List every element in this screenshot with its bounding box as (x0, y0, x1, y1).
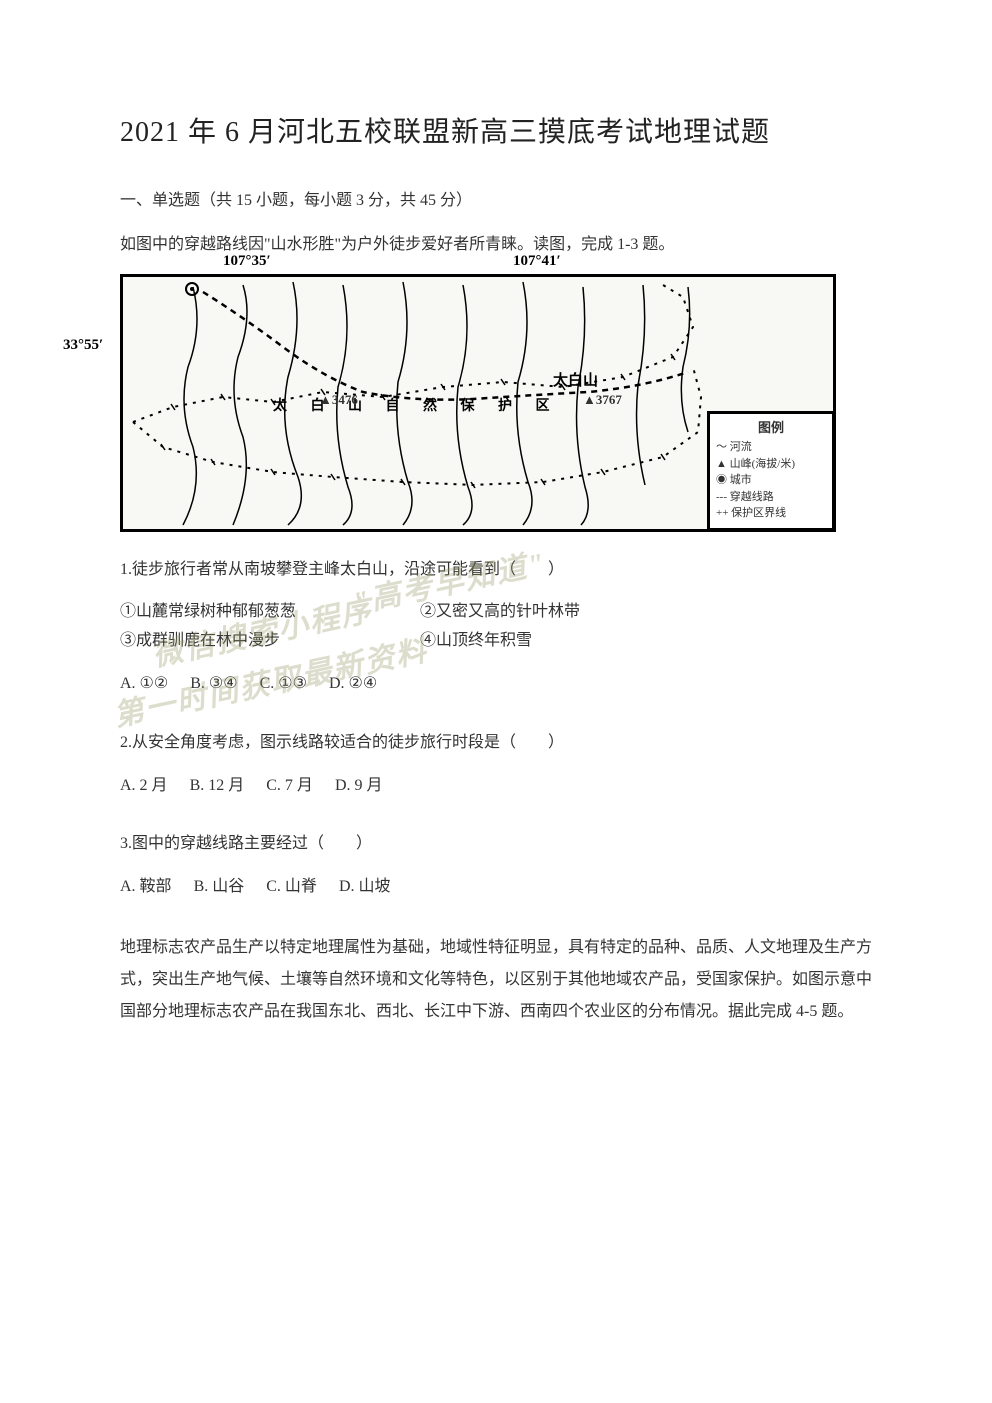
legend-item: --- 穿越线路 (716, 489, 826, 506)
q2-answer-d: D. 9 月 (335, 777, 383, 794)
q1-answer-c: C. ①③ (260, 675, 307, 692)
legend-item: ◉ 城市 (716, 472, 826, 489)
q2-answers: A. 2 月 B. 12 月 C. 7 月 D. 9 月 (120, 772, 872, 801)
label-taibai: 太白山 (553, 369, 598, 390)
q2-stem: 2.从安全角度考虑，图示线路较适合的徒步旅行时段是（ ） (120, 729, 872, 758)
q3-answers: A. 鞍部 B. 山谷 C. 山脊 D. 山坡 (120, 873, 872, 902)
q1-answers: A. ①② B. ③④ C. ①③ D. ②④ (120, 670, 872, 699)
label-reserve: 太 白 山 自 然 保 护 区 (273, 395, 560, 415)
map-figure: 107°35′ 107°41′ 33°55′ (120, 274, 836, 532)
coord-top-right: 107°41′ (513, 253, 561, 270)
page-title: 2021 年 6 月河北五校联盟新高三摸底考试地理试题 (120, 110, 872, 150)
city-marker-icon (185, 282, 199, 296)
q2-answer-b: B. 12 月 (190, 777, 245, 794)
q3-answer-b: B. 山谷 (194, 878, 245, 895)
q3-answer-c: C. 山脊 (266, 878, 317, 895)
q1-subopt-3: ③成群驯鹿在林中漫步 (120, 627, 420, 656)
peak-label-2: ▲3767 (583, 392, 622, 408)
q1-stem: 1.徒步旅行者常从南坡攀登主峰太白山，沿途可能看到（ ） (120, 556, 872, 585)
q3-answer-a: A. 鞍部 (120, 878, 172, 895)
legend-title: 图例 (716, 418, 826, 438)
q1-sub-options: ①山麓常绿树种郁郁葱葱 ②又密又高的针叶林带 ③成群驯鹿在林中漫步 ④山顶终年积… (120, 598, 872, 656)
legend-item: ～ 河流 (716, 439, 826, 456)
legend-item: ++ 保护区界线 (716, 505, 826, 522)
coord-left: 33°55′ (63, 337, 103, 354)
section-header: 一、单选题（共 15 小题，每小题 3 分，共 45 分） (120, 186, 872, 210)
q2-answer-c: C. 7 月 (266, 777, 313, 794)
q1-answer-b: B. ③④ (190, 675, 237, 692)
q3-stem: 3.图中的穿越线路主要经过（ ） (120, 830, 872, 859)
q1-subopt-1: ①山麓常绿树种郁郁葱葱 (120, 598, 420, 627)
q1-answer-a: A. ①② (120, 675, 168, 692)
map-legend: 图例 ～ 河流 ▲ 山峰(海拔/米) ◉ 城市 --- 穿越线路 ++ 保护区界… (707, 411, 835, 531)
legend-item: ▲ 山峰(海拔/米) (716, 456, 826, 473)
peak-label-1: ▲3476 (319, 392, 358, 408)
coord-top-left: 107°35′ (223, 253, 271, 270)
q3-answer-d: D. 山坡 (339, 878, 391, 895)
q1-subopt-2: ②又密又高的针叶林带 (420, 598, 720, 627)
q1-answer-d: D. ②④ (329, 675, 377, 692)
paragraph-2: 地理标志农产品生产以特定地理属性为基础，地域性特征明显，具有特定的品种、品质、人… (120, 932, 872, 1028)
q2-answer-a: A. 2 月 (120, 777, 168, 794)
q1-subopt-4: ④山顶终年积雪 (420, 627, 720, 656)
